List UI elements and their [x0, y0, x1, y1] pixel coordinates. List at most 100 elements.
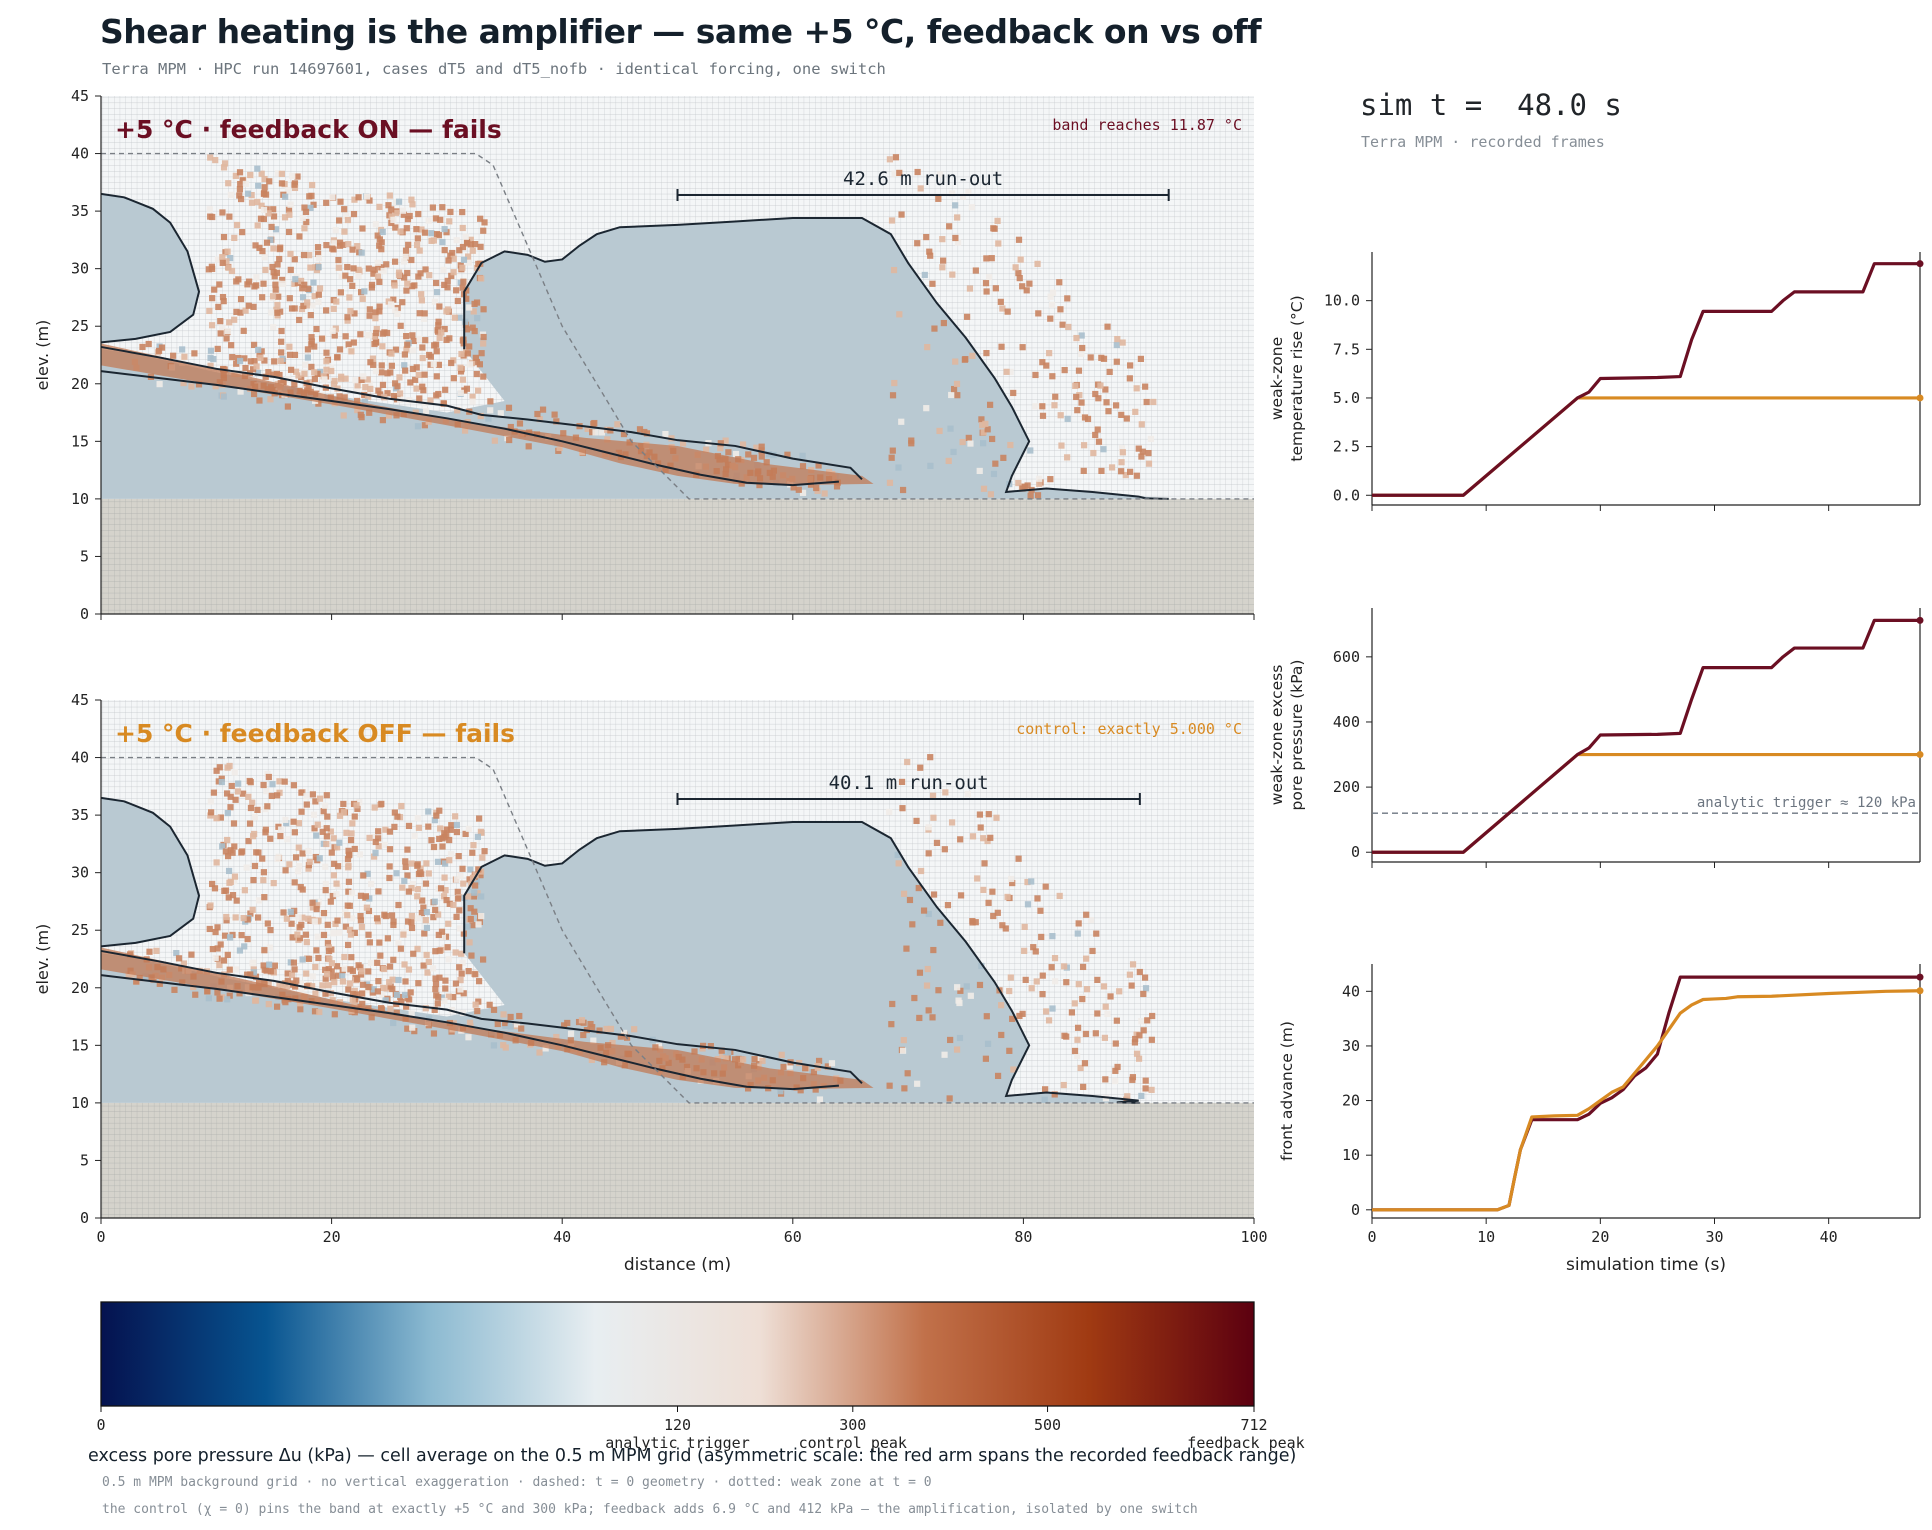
pressure-cell — [250, 876, 257, 884]
pressure-cell — [207, 798, 214, 805]
pressure-cell — [717, 440, 724, 447]
pressure-cell — [888, 217, 896, 224]
pressure-cell — [311, 369, 318, 376]
pressure-cell — [350, 210, 358, 218]
pressure-cell — [284, 970, 291, 977]
pressure-cell — [441, 226, 448, 233]
pressure-cell — [467, 905, 474, 912]
pressure-cell — [325, 982, 332, 989]
pressure-cell — [1051, 402, 1058, 409]
pressure-cell — [206, 925, 213, 933]
pressure-cell — [799, 452, 806, 459]
pressure-cell — [1126, 971, 1133, 978]
pressure-cell — [456, 247, 463, 254]
pressure-cell — [359, 990, 366, 997]
pressure-cell — [425, 217, 432, 224]
y-tick-label: 40 — [1342, 982, 1360, 1000]
pressure-cell — [329, 892, 336, 900]
pressure-cell — [298, 789, 305, 796]
pressure-cell — [717, 445, 724, 452]
pressure-cell — [261, 189, 268, 197]
pressure-cell — [641, 428, 648, 436]
pressure-cell — [925, 1007, 932, 1014]
pressure-cell — [264, 803, 271, 810]
pressure-cell — [444, 277, 451, 285]
pressure-cell — [1074, 1052, 1081, 1060]
pressure-cell — [404, 918, 412, 925]
mass-outline-block — [463, 217, 1169, 500]
pressure-cell — [397, 228, 404, 235]
pressure-cell — [923, 233, 930, 241]
pressure-cell — [213, 767, 220, 774]
pressure-cell — [357, 892, 365, 899]
colorbar-tick-label: 300 — [839, 1416, 866, 1434]
pressure-cell — [325, 966, 332, 973]
pressure-cell — [1119, 339, 1126, 346]
pressure-cell — [219, 254, 226, 261]
pressure-cell — [213, 815, 220, 822]
pressure-cell — [415, 371, 422, 379]
pressure-cell — [784, 451, 791, 458]
pressure-cell — [235, 370, 242, 378]
pressure-cell — [231, 843, 238, 850]
pressure-cell — [274, 309, 281, 316]
pressure-cell — [1107, 993, 1114, 1000]
pressure-cell — [470, 842, 477, 849]
pressure-cell — [328, 960, 336, 967]
pressure-cell — [346, 926, 354, 933]
pressure-cell — [497, 410, 504, 417]
pressure-cell — [474, 833, 482, 840]
pressure-cell — [207, 812, 214, 819]
pressure-cell — [361, 288, 368, 295]
pressure-cell — [222, 887, 230, 894]
series-endpoint-feedback — [1916, 260, 1924, 268]
pressure-cell — [272, 226, 280, 233]
pressure-cell — [336, 346, 344, 353]
pressure-cell — [1023, 287, 1030, 294]
pressure-cell — [382, 997, 389, 1004]
pressure-cell — [441, 830, 448, 837]
pressure-cell — [342, 923, 350, 930]
pressure-cell — [242, 364, 249, 372]
pressure-cell — [399, 299, 406, 306]
pressure-cell — [1007, 974, 1014, 981]
pressure-cell — [323, 242, 330, 249]
pressure-cell — [258, 202, 265, 209]
pressure-cell — [1113, 402, 1120, 409]
pressure-cell — [307, 204, 314, 211]
pressure-cell — [298, 808, 305, 815]
pressure-cell — [459, 224, 466, 232]
pressure-cell — [351, 929, 358, 937]
colorbar-tick-label: 500 — [1034, 1416, 1061, 1434]
pressure-cell — [255, 182, 262, 189]
pressure-cell — [886, 479, 894, 486]
series-feedback — [1372, 262, 1920, 497]
pressure-cell — [265, 210, 272, 217]
pressure-cell — [441, 247, 448, 254]
pressure-cell — [1126, 468, 1134, 475]
pressure-cell — [1073, 393, 1080, 401]
pressure-cell — [1024, 878, 1031, 886]
x-tick-label: 60 — [784, 1228, 802, 1246]
pressure-cell — [753, 444, 760, 451]
pressure-cell — [212, 954, 219, 961]
pressure-cell — [416, 310, 423, 317]
pressure-cell — [441, 325, 448, 333]
pressure-cell — [409, 332, 416, 339]
pressure-cell — [270, 880, 277, 887]
pressure-cell — [248, 192, 255, 199]
pressure-cell — [463, 385, 471, 392]
pressure-cell — [351, 987, 358, 994]
pressure-cell — [456, 907, 463, 914]
pressure-cell — [1150, 398, 1157, 406]
pressure-cell — [990, 470, 998, 478]
y-tick-label: 0 — [80, 605, 89, 623]
pressure-cell — [1144, 1017, 1151, 1024]
pressure-cell — [886, 156, 894, 163]
pressure-cell — [722, 437, 729, 444]
pressure-cell — [1102, 386, 1109, 393]
pressure-cell — [536, 1049, 543, 1056]
pressure-cell — [365, 968, 372, 975]
pressure-cell — [438, 329, 445, 336]
pressure-cell — [596, 1027, 603, 1034]
